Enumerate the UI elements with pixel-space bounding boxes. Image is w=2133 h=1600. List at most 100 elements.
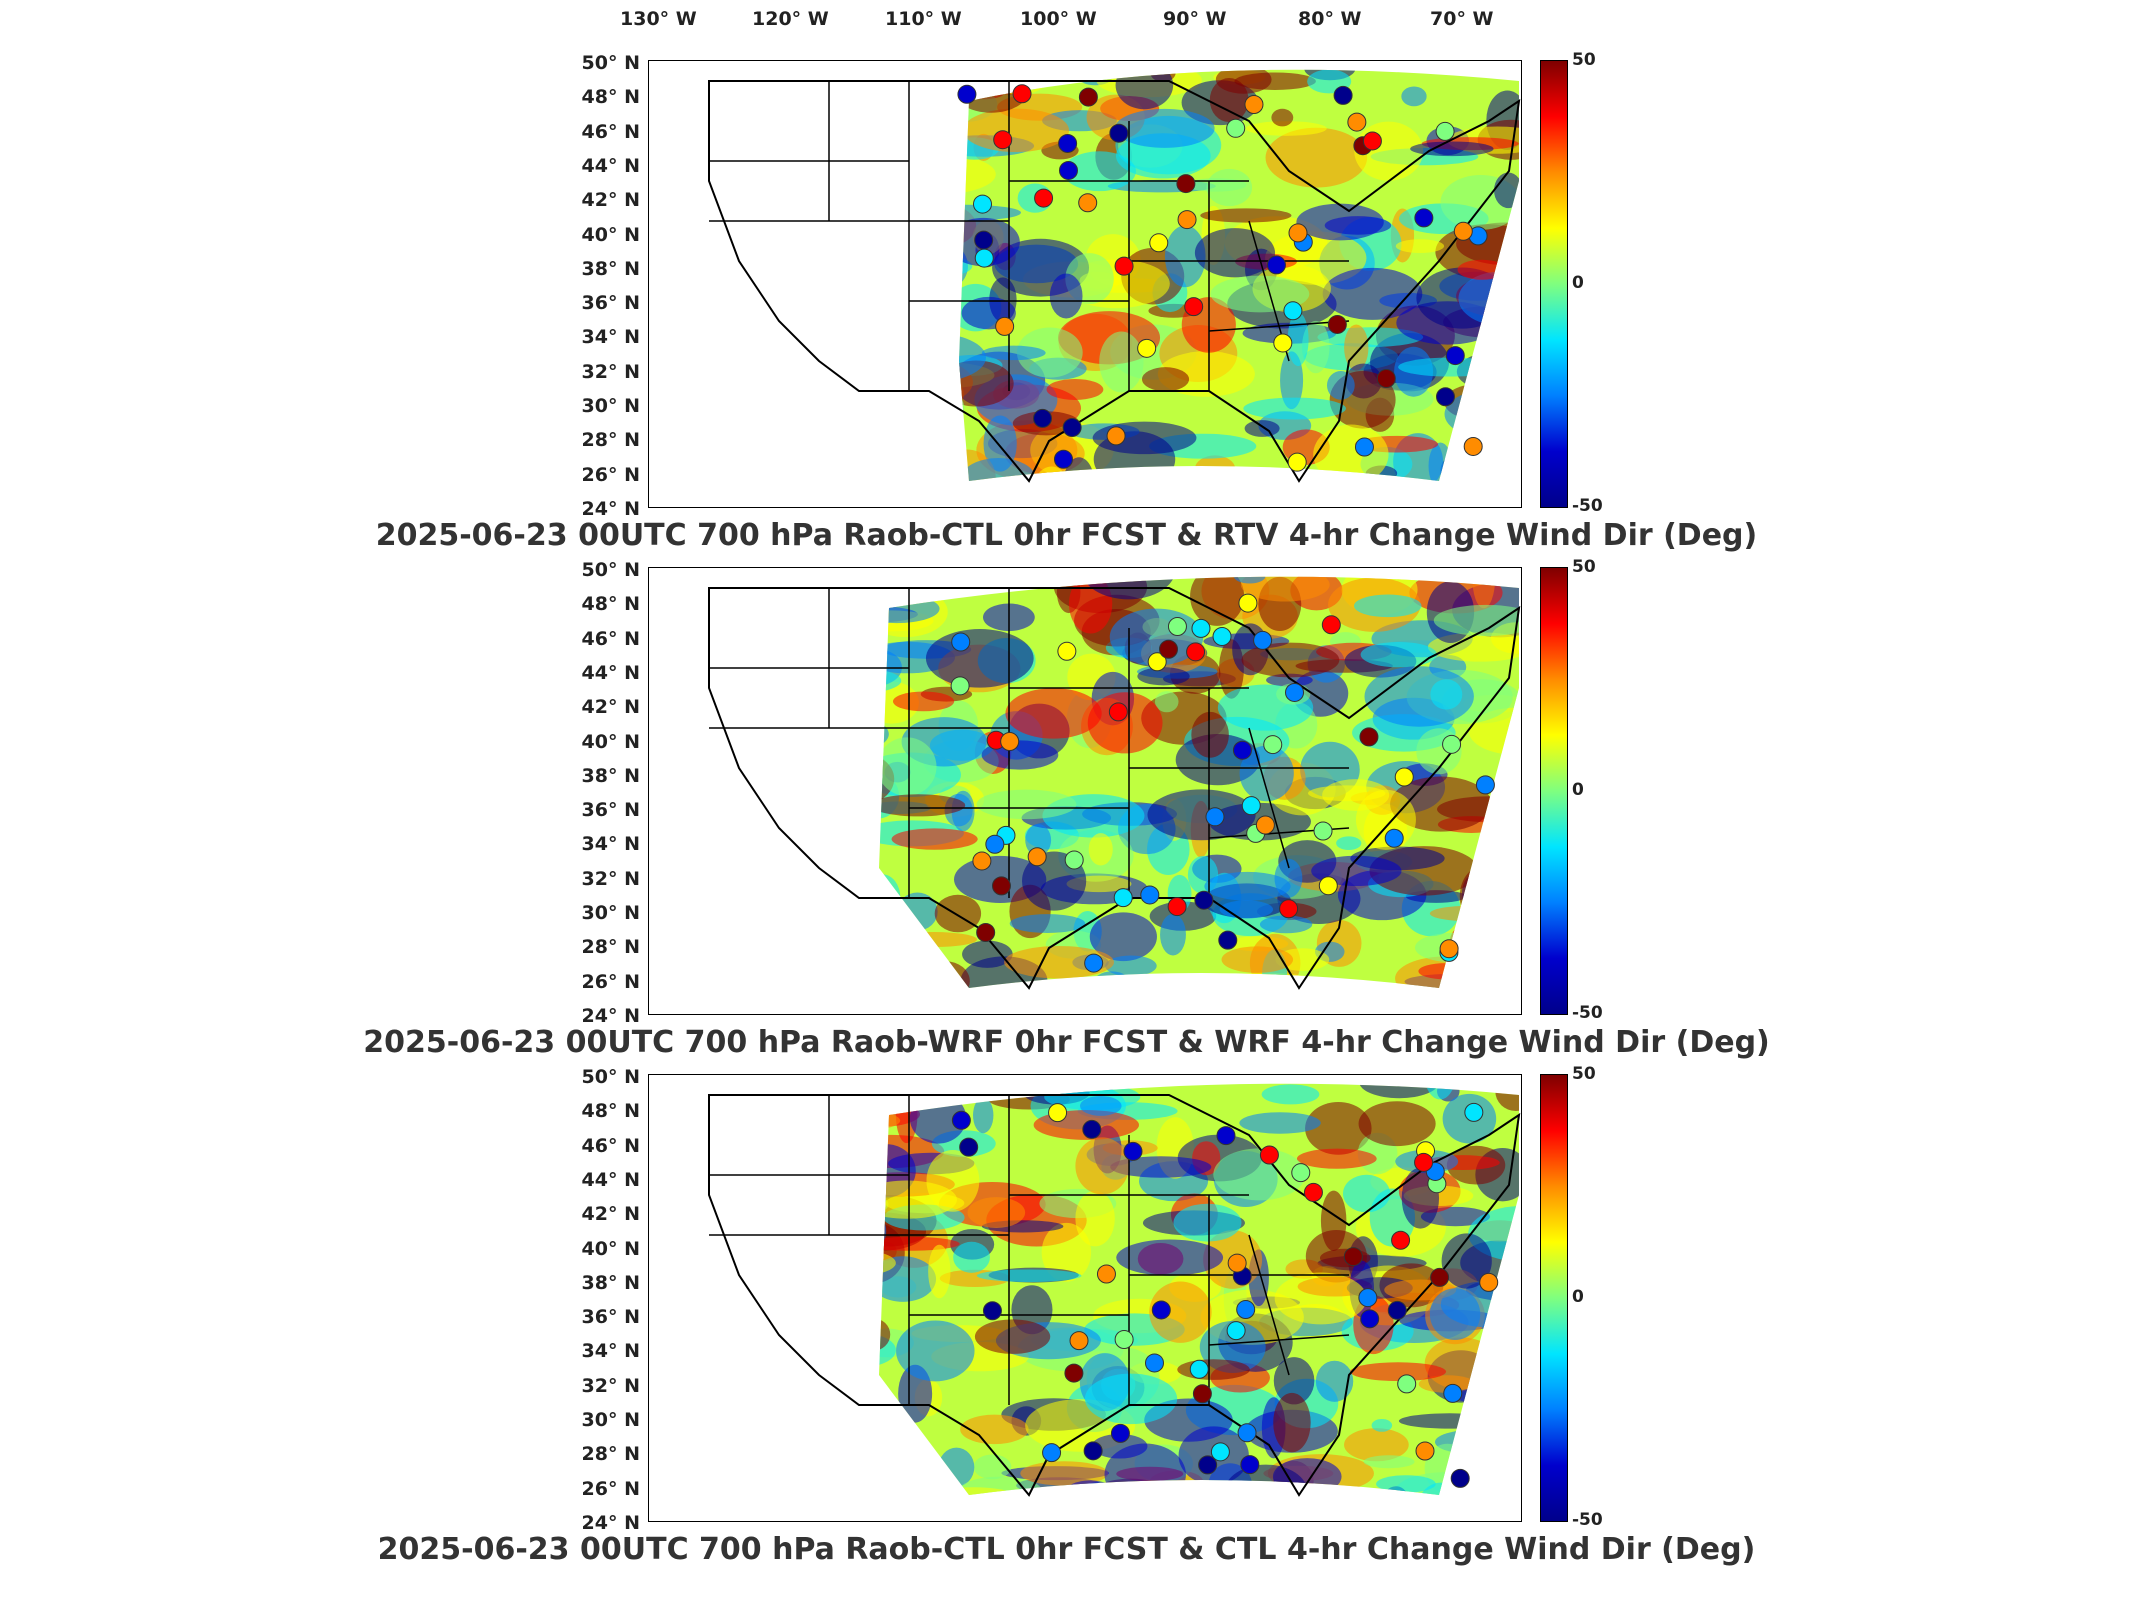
- raob-station-marker: [1110, 1423, 1130, 1443]
- map-plot-area: [648, 1074, 1522, 1522]
- lat-tick: 28° N: [581, 429, 640, 452]
- raob-station-marker: [1184, 297, 1204, 317]
- wind-direction-map: [708, 576, 1521, 990]
- state-boundary: [1248, 1234, 1290, 1376]
- lat-tick: 24° N: [581, 498, 640, 520]
- raob-station-marker: [1253, 630, 1273, 650]
- lat-tick: 24° N: [581, 1005, 640, 1027]
- colorbar-min-label: -50: [1572, 1003, 1603, 1023]
- raob-station-marker: [1191, 618, 1211, 638]
- raob-station-marker: [1226, 118, 1246, 138]
- raob-station-marker: [1109, 123, 1129, 143]
- raob-station-marker: [1062, 418, 1082, 438]
- lon-tick: 90° W: [1163, 8, 1227, 30]
- longitude-axis: 130° W 120° W 110° W 100° W 90° W 80° W …: [0, 0, 2133, 40]
- raob-station-marker: [1288, 223, 1308, 243]
- wind-direction-map: [708, 69, 1521, 483]
- raob-station-marker: [1034, 188, 1054, 208]
- raob-station-marker: [951, 1110, 971, 1130]
- lat-tick: 26° N: [581, 1477, 640, 1500]
- raob-station-marker: [1106, 426, 1126, 446]
- lat-tick: 32° N: [581, 867, 640, 890]
- lat-tick: 40° N: [581, 730, 640, 753]
- lat-tick: 30° N: [581, 902, 640, 925]
- raob-station-marker: [1140, 885, 1160, 905]
- raob-station-marker: [1347, 112, 1367, 132]
- raob-station-marker: [976, 923, 996, 943]
- raob-station-marker: [950, 676, 970, 696]
- lat-tick: 46° N: [581, 627, 640, 650]
- colorbar: [1540, 567, 1568, 1015]
- raob-station-marker: [1212, 626, 1232, 646]
- raob-station-marker: [1287, 452, 1307, 472]
- colorbar-mid-label: 0: [1572, 273, 1584, 293]
- raob-station-marker: [1226, 1321, 1246, 1341]
- coastline: [708, 587, 1521, 990]
- raob-station-marker: [1137, 338, 1157, 358]
- raob-station-marker: [1078, 87, 1098, 107]
- raob-station-marker: [1167, 897, 1187, 917]
- raob-station-marker: [1343, 1247, 1363, 1267]
- state-boundary: [1208, 1334, 1350, 1346]
- raob-station-marker: [1479, 1272, 1499, 1292]
- lat-tick: 26° N: [581, 970, 640, 993]
- lat-tick: 42° N: [581, 696, 640, 719]
- raob-station-marker: [1442, 734, 1462, 754]
- colorbar: [1540, 60, 1568, 508]
- raob-station-marker: [1064, 850, 1084, 870]
- raob-station-marker: [951, 632, 971, 652]
- lat-tick: 44° N: [581, 1168, 640, 1191]
- raob-station-marker: [1064, 1363, 1084, 1383]
- raob-station-marker: [1376, 369, 1396, 389]
- raob-station-marker: [1443, 1383, 1463, 1403]
- raob-station-marker: [1058, 133, 1078, 153]
- wind-direction-map: [708, 1083, 1521, 1497]
- raob-station-marker: [1397, 1374, 1417, 1394]
- lat-tick: 34° N: [581, 326, 640, 349]
- raob-station-marker: [1430, 1267, 1450, 1287]
- raob-station-marker: [1227, 1253, 1247, 1273]
- colorbar-min-label: -50: [1572, 1510, 1603, 1530]
- raob-station-marker: [1318, 876, 1338, 896]
- raob-station-marker: [1358, 1288, 1378, 1308]
- lat-tick: 44° N: [581, 154, 640, 177]
- raob-station-marker: [1313, 821, 1333, 841]
- colorbar: [1540, 1074, 1568, 1522]
- raob-station-marker: [1255, 815, 1275, 835]
- raob-station-marker: [1083, 1441, 1103, 1461]
- lat-tick: 34° N: [581, 833, 640, 856]
- raob-station-marker: [974, 230, 994, 250]
- raob-station-marker: [1033, 408, 1053, 428]
- raob-station-marker: [1435, 387, 1455, 407]
- raob-station-marker: [985, 834, 1005, 854]
- raob-station-marker: [1027, 847, 1047, 867]
- raob-station-marker: [1108, 702, 1128, 722]
- lon-tick: 80° W: [1298, 8, 1362, 30]
- raob-station-marker: [1057, 641, 1077, 661]
- raob-station-marker: [1198, 1455, 1218, 1475]
- lat-tick: 30° N: [581, 395, 640, 418]
- lat-tick: 24° N: [581, 1512, 640, 1534]
- raob-station-marker: [1058, 160, 1078, 180]
- raob-station-marker: [1240, 1455, 1260, 1475]
- raob-station-marker: [1450, 1468, 1470, 1488]
- raob-station-marker: [1464, 1102, 1484, 1122]
- lat-tick: 32° N: [581, 360, 640, 383]
- raob-station-marker: [1475, 775, 1495, 795]
- lat-tick: 48° N: [581, 593, 640, 616]
- panel-title: 2025-06-23 00UTC 700 hPa Raob-WRF 0hr FC…: [363, 1025, 1770, 1060]
- raob-station-marker: [1266, 255, 1286, 275]
- lat-tick: 40° N: [581, 223, 640, 246]
- raob-station-marker: [1244, 95, 1264, 115]
- raob-station-marker: [1167, 616, 1187, 636]
- raob-station-marker: [1123, 1141, 1143, 1161]
- raob-station-marker: [1113, 888, 1133, 908]
- raob-station-marker: [1232, 740, 1252, 760]
- raob-station-marker: [1415, 1441, 1435, 1461]
- raob-station-marker: [1303, 1182, 1323, 1202]
- lat-tick: 38° N: [581, 257, 640, 280]
- lat-tick: 44° N: [581, 661, 640, 684]
- raob-station-marker: [1263, 735, 1283, 755]
- raob-station-marker: [1084, 953, 1104, 973]
- raob-station-marker: [1285, 682, 1305, 702]
